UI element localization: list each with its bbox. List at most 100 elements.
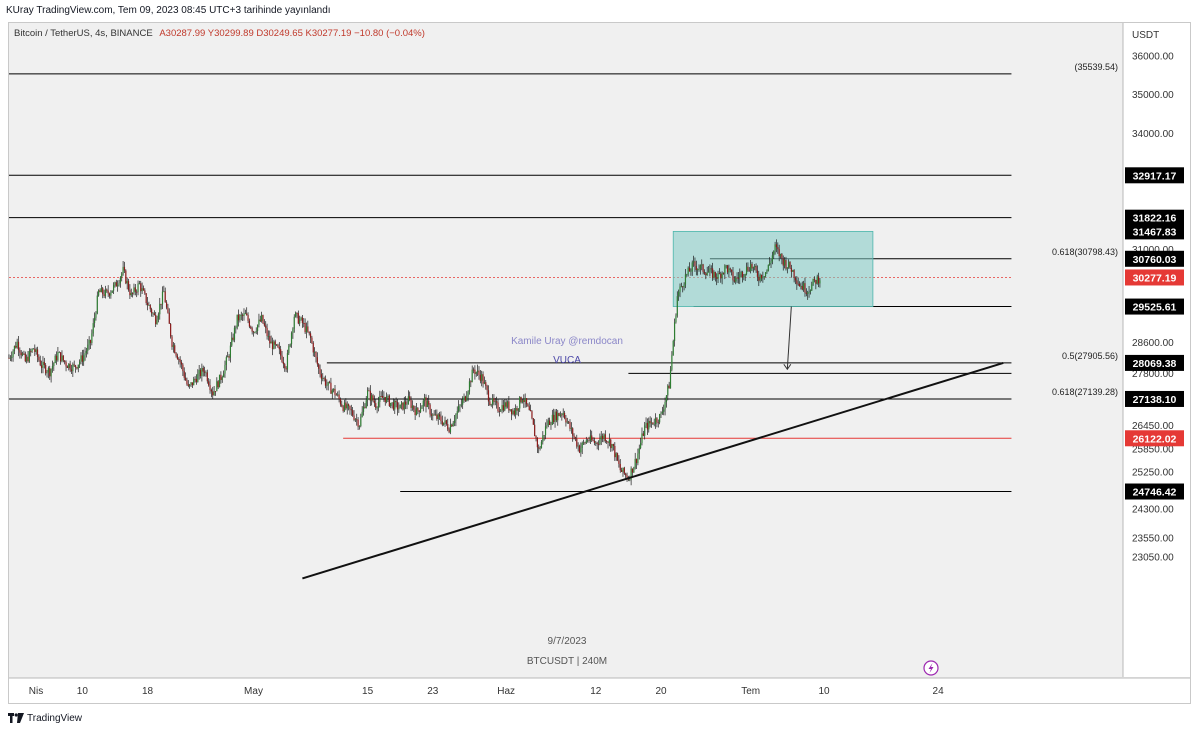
candle-body bbox=[136, 291, 138, 293]
drawing-lines bbox=[9, 73, 1012, 493]
candle-body bbox=[703, 271, 706, 274]
candle-body bbox=[53, 363, 55, 367]
candle-body bbox=[259, 319, 261, 322]
candle-body bbox=[653, 424, 655, 425]
candle-body bbox=[144, 290, 146, 294]
candle-body bbox=[695, 266, 697, 271]
candle-body bbox=[406, 404, 408, 405]
y-tick-label: 35000.00 bbox=[1132, 90, 1174, 101]
candle-body bbox=[110, 292, 112, 296]
candle-body bbox=[376, 407, 378, 409]
candle-body bbox=[138, 283, 140, 285]
candle-body bbox=[524, 398, 526, 403]
candle-body bbox=[132, 293, 134, 294]
candle-body bbox=[428, 400, 430, 405]
candle-body bbox=[149, 305, 151, 310]
y-tick-label: 34000.00 bbox=[1132, 129, 1174, 140]
candle-body bbox=[652, 422, 654, 425]
candle-body bbox=[246, 313, 248, 315]
candle-body bbox=[748, 270, 750, 272]
candle-body bbox=[179, 359, 181, 363]
candle-body bbox=[501, 405, 503, 411]
candle-body bbox=[255, 330, 257, 333]
lightning-icon[interactable] bbox=[923, 660, 939, 676]
candle-body bbox=[648, 420, 650, 430]
candle-body bbox=[778, 249, 780, 257]
candle-body bbox=[601, 435, 604, 439]
candle-body bbox=[123, 266, 126, 271]
candle-body bbox=[697, 269, 699, 271]
range-box bbox=[672, 230, 874, 307]
candle-body bbox=[542, 435, 544, 442]
candle-body bbox=[77, 364, 79, 369]
candle-body bbox=[51, 366, 54, 370]
change-value: −10.80 (−0.04%) bbox=[354, 28, 425, 39]
candle-body bbox=[568, 421, 570, 423]
candle-body bbox=[92, 323, 94, 334]
candle-body bbox=[281, 355, 283, 362]
candle-body bbox=[759, 274, 761, 281]
level-label: 30760.03 bbox=[1133, 254, 1177, 266]
candle-body bbox=[256, 324, 259, 331]
candle-body bbox=[237, 314, 240, 321]
candle-body bbox=[578, 445, 581, 453]
candle-body bbox=[625, 473, 627, 476]
candle-body bbox=[436, 414, 438, 420]
candle-body bbox=[532, 418, 534, 425]
candle-body bbox=[167, 307, 169, 313]
candle-body bbox=[481, 374, 483, 381]
candle-body bbox=[633, 467, 635, 473]
candle-body bbox=[233, 327, 236, 340]
candle-body bbox=[137, 283, 139, 292]
candle-body bbox=[622, 467, 624, 472]
candle-body bbox=[563, 412, 566, 419]
candle-body bbox=[258, 319, 260, 325]
candle-body bbox=[455, 414, 457, 421]
candle-body bbox=[213, 391, 215, 396]
price-axis[interactable]: USDT bbox=[1122, 23, 1190, 677]
candle-body bbox=[448, 429, 450, 433]
candle-body bbox=[27, 356, 29, 362]
candle-body bbox=[368, 390, 370, 392]
candle-body bbox=[227, 356, 229, 358]
candle-body bbox=[425, 397, 427, 407]
candle-body bbox=[549, 420, 551, 425]
candle-body bbox=[634, 458, 636, 468]
level-label: 24746.42 bbox=[1133, 487, 1177, 499]
candle-body bbox=[595, 442, 597, 444]
candle-body bbox=[559, 414, 562, 416]
candle-body bbox=[232, 337, 234, 340]
candle-body bbox=[779, 253, 782, 257]
candle-body bbox=[380, 396, 382, 397]
candle-body bbox=[694, 261, 696, 267]
candle-body bbox=[554, 411, 556, 423]
candle-body bbox=[665, 395, 668, 403]
candle-body bbox=[102, 288, 104, 295]
candle-body bbox=[804, 283, 806, 293]
candle-body bbox=[61, 355, 63, 362]
candle-body bbox=[430, 414, 433, 416]
candle-body bbox=[330, 382, 332, 394]
candle-body bbox=[534, 424, 536, 437]
candle-body bbox=[614, 445, 616, 458]
candle-body bbox=[737, 277, 740, 279]
candle-body bbox=[714, 272, 716, 278]
candle-body bbox=[129, 289, 131, 296]
candle-body bbox=[672, 340, 674, 356]
time-axis[interactable] bbox=[9, 677, 1190, 703]
candle-body bbox=[726, 265, 729, 273]
candle-body bbox=[134, 287, 136, 292]
candle-body bbox=[515, 408, 517, 415]
candle-body bbox=[535, 436, 537, 439]
candle-body bbox=[223, 373, 225, 378]
candle-body bbox=[540, 441, 543, 449]
candle-body bbox=[199, 369, 202, 377]
candle-body bbox=[28, 351, 30, 362]
candle-body bbox=[328, 381, 331, 383]
candle-body bbox=[93, 317, 96, 324]
y-tick-labels: 36000.00 35000.00 34000.00 31000.00 28600.00… bbox=[1132, 52, 1174, 564]
candle-body bbox=[357, 419, 359, 427]
candle-body bbox=[433, 414, 435, 416]
candle-body bbox=[184, 377, 187, 381]
